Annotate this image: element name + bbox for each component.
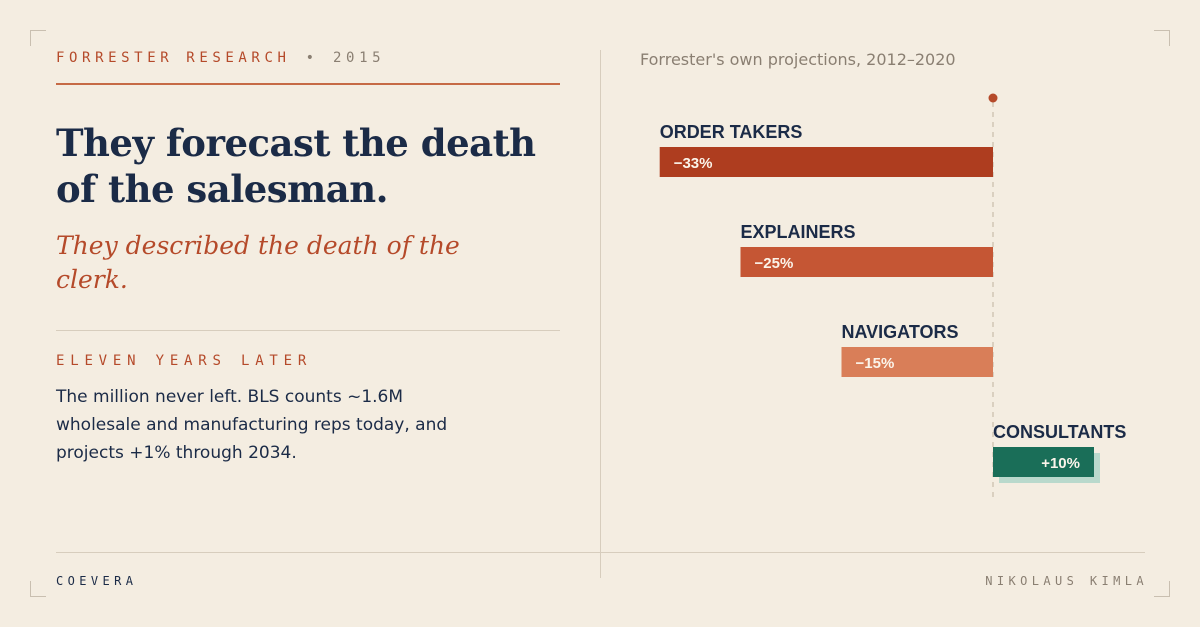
source-name: FORRESTER RESEARCH bbox=[56, 50, 291, 66]
category-label-order-takers: ORDER TAKERS bbox=[660, 122, 803, 142]
headline: They forecast the death of the salesman. bbox=[56, 121, 536, 211]
corner-mark-top-right bbox=[1154, 30, 1170, 46]
footer-divider bbox=[56, 552, 1145, 553]
corner-mark-bottom-left bbox=[30, 581, 46, 597]
section-rule bbox=[56, 330, 560, 331]
bar-navigators bbox=[841, 347, 993, 377]
baseline-marker-dot bbox=[988, 93, 998, 103]
kicker-separator: • bbox=[305, 50, 314, 66]
subhead: They described the death of the clerk. bbox=[56, 231, 460, 294]
source-kicker: FORRESTER RESEARCH • 2015 bbox=[56, 50, 385, 66]
value-label-consultants: +10% bbox=[1041, 455, 1080, 472]
bar-chart: ORDER TAKERS −33% EXPLAINERS −25% NAVIGATORS… bbox=[659, 93, 1126, 500]
bar-consultants bbox=[993, 447, 1094, 477]
category-label-explainers: EXPLAINERS bbox=[741, 222, 856, 242]
corner-mark-bottom-right bbox=[1154, 581, 1170, 597]
bar-order-takers bbox=[659, 147, 993, 177]
corner-mark-top-left bbox=[30, 30, 46, 46]
value-label-order-takers: −33% bbox=[674, 155, 713, 172]
body-text: The million never left. BLS counts ~1.6M… bbox=[56, 387, 448, 463]
category-label-consultants: CONSULTANTS bbox=[993, 422, 1126, 442]
section-label: ELEVEN YEARS LATER bbox=[56, 353, 313, 369]
bar-explainers bbox=[740, 247, 993, 277]
footer-author: NIKOLAUS KIMLA bbox=[985, 574, 1148, 588]
value-label-navigators: −15% bbox=[856, 355, 895, 372]
vertical-divider bbox=[600, 50, 601, 578]
chart-note: Forrester's own projections, 2012–2020 bbox=[640, 50, 956, 69]
footer-brand: COEVERA bbox=[56, 574, 138, 588]
category-label-navigators: NAVIGATORS bbox=[842, 322, 959, 342]
value-label-explainers: −25% bbox=[755, 255, 794, 272]
source-year: 2015 bbox=[333, 50, 386, 66]
accent-rule bbox=[56, 83, 560, 85]
